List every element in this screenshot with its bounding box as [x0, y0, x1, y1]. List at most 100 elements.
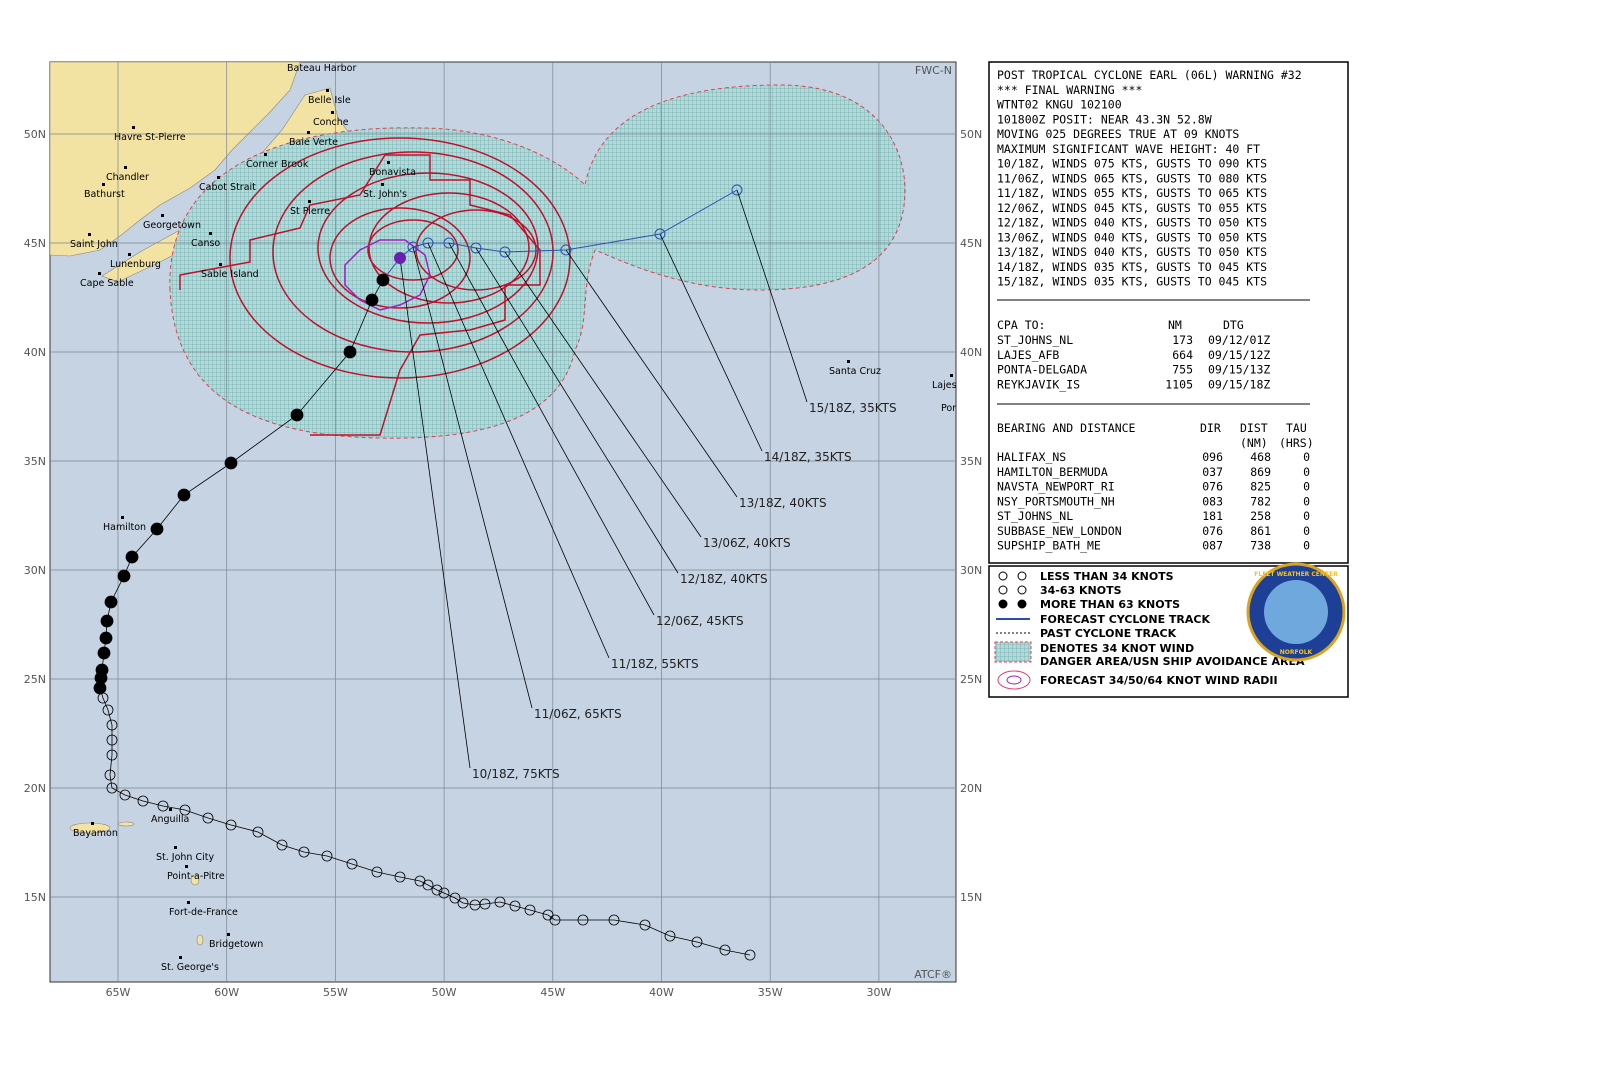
logo [1264, 580, 1328, 644]
place-marker [331, 111, 334, 114]
bearing-name: NAVSTA_NEWPORT_RI [997, 480, 1115, 494]
wind-radius [179, 154, 541, 436]
wind-radius [344, 239, 431, 311]
bearing-dist: 825 [1250, 480, 1271, 494]
track-symbol [577, 914, 589, 926]
bearing-dist: 468 [1250, 450, 1271, 464]
place-marker [121, 516, 124, 519]
place-marker [307, 131, 310, 134]
bearing-dir: 083 [1202, 494, 1223, 508]
forecast-label: 10/18Z, 75KTS [472, 767, 560, 781]
cpa-col: NM [1168, 318, 1182, 332]
place-name: Anguilla [151, 814, 189, 825]
wind-radius [329, 207, 471, 309]
bearing-tau: 0 [1303, 539, 1310, 553]
leader-line [399, 257, 471, 769]
lat-label: 15N [960, 891, 982, 904]
legend-symbol [998, 599, 1008, 609]
lat-label: 25N [960, 673, 982, 686]
place-name: Lunenburg [110, 259, 161, 270]
place-name: Point-a-Pitre [167, 871, 225, 882]
land [190, 874, 200, 886]
legend-symbol [1006, 675, 1022, 685]
place-name: St Pierre [290, 206, 330, 217]
warning-panel [988, 61, 1349, 564]
bearing-unit: (NM) [1240, 436, 1268, 450]
cpa-nm: 1105 [1165, 377, 1193, 391]
legend-entry: 34-63 KNOTS [1040, 584, 1122, 597]
legend-entry: FORECAST CYCLONE TRACK [1040, 613, 1210, 626]
lat-label: 35N [24, 455, 46, 468]
legend-symbol [997, 670, 1031, 690]
place-marker [124, 166, 127, 169]
track-symbol [117, 569, 131, 583]
land [69, 822, 111, 834]
track-symbol [664, 930, 676, 942]
track-symbol [150, 522, 164, 536]
lat-label: 15N [24, 891, 46, 904]
track-symbol [542, 909, 554, 921]
forecast-symbol [654, 228, 666, 240]
forecast-label: 12/06Z, 45KTS [656, 614, 744, 628]
place-name: Por [941, 403, 956, 414]
bearing-col: TAU [1286, 421, 1307, 435]
track-symbol [298, 846, 310, 858]
bearing-name: SUPSHIP_BATH_ME [997, 539, 1101, 553]
place-name: Baie Verte [289, 137, 338, 148]
track-symbol [202, 812, 214, 824]
track-symbol [104, 769, 116, 781]
logo-text: FLEET WEATHER CENTER [1254, 571, 1338, 578]
place-name: St. George's [161, 962, 219, 973]
place-name: Fort-de-France [169, 907, 238, 918]
cpa-dtg: 09/15/12Z [1208, 348, 1270, 362]
bearing-name: NSY_PORTSMOUTH_NH [997, 494, 1115, 508]
track-symbol [524, 904, 536, 916]
forecast-symbol [407, 241, 419, 253]
warning-line: POST TROPICAL CYCLONE EARL (06L) WARNING… [997, 68, 1302, 82]
place-marker [174, 846, 177, 849]
place-marker [91, 822, 94, 825]
track-symbol [252, 826, 264, 838]
lon-label: 30W [866, 986, 891, 999]
place-name: Hamilton [103, 522, 146, 533]
bearing-dist: 782 [1250, 494, 1271, 508]
track-symbol [744, 949, 756, 961]
forecast-symbol [499, 246, 511, 258]
lat-label: 45N [960, 237, 982, 250]
legend-symbol [994, 641, 1032, 663]
bearing-tau: 0 [1303, 450, 1310, 464]
track-symbol [438, 887, 450, 899]
warning-line: 14/18Z, WINDS 035 KTS, GUSTS TO 045 KTS [997, 260, 1267, 274]
track-symbol [691, 936, 703, 948]
warning-line: 12/18Z, WINDS 040 KTS, GUSTS TO 050 KTS [997, 216, 1267, 230]
cpa-dtg: 09/12/01Z [1208, 333, 1270, 347]
track-symbol [608, 914, 620, 926]
place-marker [102, 183, 105, 186]
leader-line [565, 249, 738, 498]
track-symbol [179, 804, 191, 816]
track-symbol [371, 866, 383, 878]
track-symbol [225, 819, 237, 831]
place-name: Cabot Strait [199, 182, 256, 193]
bearing-name: HAMILTON_BERMUDA [997, 465, 1108, 479]
place-marker [185, 865, 188, 868]
track-symbol [394, 871, 406, 883]
track-symbol [365, 293, 379, 307]
logo-text: NORFOLK [1280, 649, 1313, 656]
place-marker [959, 397, 962, 400]
warning-line: 13/18Z, WINDS 040 KTS, GUSTS TO 050 KTS [997, 245, 1267, 259]
place-name: Conche [313, 117, 349, 128]
cpa-dtg: 09/15/18Z [1208, 377, 1270, 391]
corner-label: ATCF® [914, 968, 952, 981]
place-name: Canso [191, 238, 220, 249]
bearing-tau: 0 [1303, 480, 1310, 494]
leader-line [448, 242, 655, 616]
land [117, 821, 135, 827]
forecast-symbol [731, 184, 743, 196]
lat-label: 20N [24, 782, 46, 795]
land [50, 62, 301, 257]
bearing-dir: 181 [1202, 509, 1223, 523]
wind-radius [415, 209, 537, 291]
place-marker [308, 200, 311, 203]
